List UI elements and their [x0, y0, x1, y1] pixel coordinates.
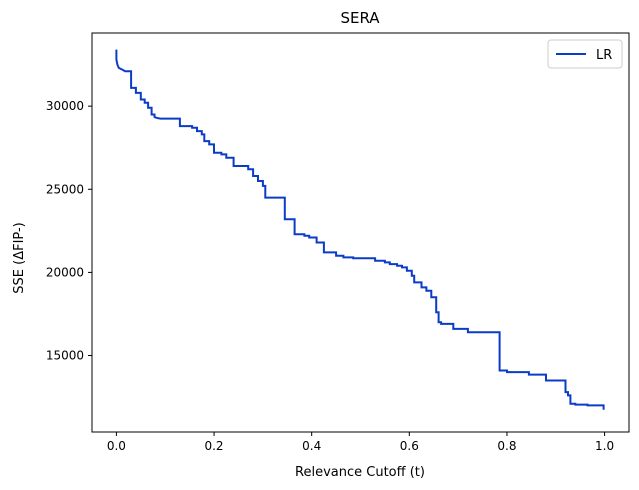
legend: LR	[547, 39, 623, 69]
y-axis: 15000 20000 25000 30000	[46, 99, 92, 363]
series-line-lr	[115, 49, 605, 410]
x-axis: 0.0 0.2 0.4 0.6 0.8 1.0	[107, 432, 614, 453]
x-tick-label: 1.0	[595, 439, 614, 453]
x-tick-label: 0.2	[204, 439, 223, 453]
y-tick-label: 20000	[46, 265, 84, 279]
x-tick-label: 0.4	[302, 439, 321, 453]
plot-frame	[91, 32, 630, 433]
legend-label-lr: LR	[596, 48, 612, 63]
y-axis-label: SSE (ΔFIP-)	[12, 222, 27, 293]
x-tick-label: 0.0	[107, 439, 126, 453]
y-tick-label: 25000	[46, 182, 84, 196]
y-tick-label: 30000	[46, 99, 84, 113]
y-tick-label: 15000	[46, 349, 84, 363]
x-tick-label: 0.8	[497, 439, 516, 453]
x-axis-label: Relevance Cutoff (t)	[295, 465, 425, 480]
x-tick-label: 0.6	[400, 439, 419, 453]
chart-title: SERA	[340, 9, 380, 27]
